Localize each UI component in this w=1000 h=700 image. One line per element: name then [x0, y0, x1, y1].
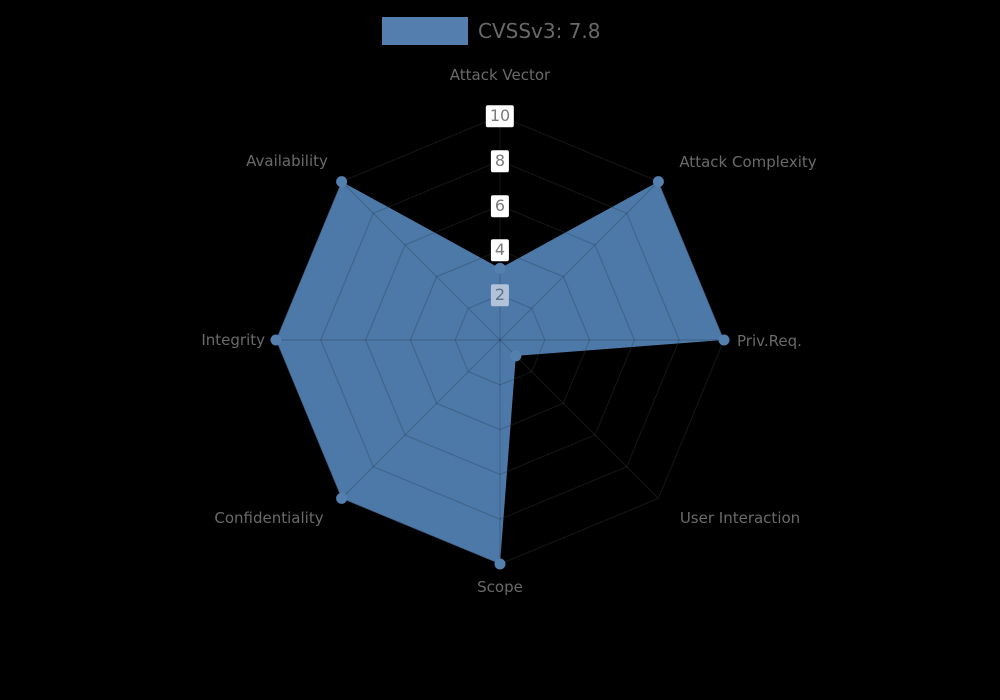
radial-tick-2: 2 — [490, 284, 510, 306]
axis-label-integrity: Integrity — [201, 331, 265, 349]
radial-tick-6: 6 — [490, 195, 510, 217]
legend-label: CVSSv3: 7.8 — [478, 19, 601, 43]
data-point-markers — [270, 176, 730, 570]
data-point-marker — [652, 176, 664, 188]
axis-label-availability: Availability — [246, 152, 328, 170]
axis-label-attack-vector: Attack Vector — [449, 66, 551, 84]
radial-tick-10: 10 — [485, 105, 515, 127]
data-point-marker — [494, 558, 506, 570]
data-point-marker — [510, 350, 522, 362]
axis-label-user-interaction: User Interaction — [679, 509, 801, 527]
axis-label-attack-complexity: Attack Complexity — [679, 153, 817, 171]
axis-label-scope: Scope — [477, 578, 523, 596]
data-point-marker — [494, 262, 506, 274]
data-point-marker — [270, 334, 282, 346]
axis-label-confidentiality: Confidentiality — [214, 509, 324, 527]
axis-label-priv-req: Priv.Req. — [737, 332, 802, 350]
data-point-marker — [718, 334, 730, 346]
data-point-marker — [336, 176, 348, 188]
radial-tick-8: 8 — [490, 150, 510, 172]
legend-swatch — [382, 17, 468, 45]
radial-tick-4: 4 — [490, 239, 510, 261]
data-point-marker — [336, 492, 348, 504]
data-polygon — [276, 181, 724, 564]
